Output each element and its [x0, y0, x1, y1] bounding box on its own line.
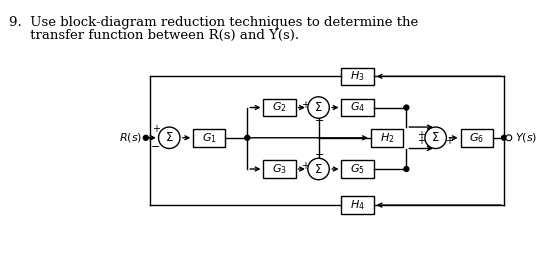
Text: $G_2$: $G_2$ — [272, 101, 287, 115]
Bar — [341, 160, 374, 178]
Circle shape — [245, 135, 250, 140]
Text: $\Sigma$: $\Sigma$ — [314, 163, 323, 175]
Bar — [193, 129, 225, 147]
Bar — [371, 129, 403, 147]
Text: $G_4$: $G_4$ — [350, 101, 365, 115]
Text: −: − — [151, 142, 160, 151]
Text: −: − — [315, 116, 324, 126]
Bar — [264, 99, 295, 116]
Circle shape — [404, 105, 409, 110]
Text: transfer function between R(s) and Y(s).: transfer function between R(s) and Y(s). — [9, 28, 299, 42]
Circle shape — [159, 127, 180, 149]
Circle shape — [506, 135, 512, 141]
Text: $\Sigma$: $\Sigma$ — [165, 131, 173, 144]
Text: $H_2$: $H_2$ — [380, 131, 394, 145]
Text: +: + — [152, 124, 160, 134]
Text: $G_3$: $G_3$ — [272, 162, 287, 176]
Text: $\Sigma$: $\Sigma$ — [314, 101, 323, 114]
Text: $\Sigma$: $\Sigma$ — [431, 131, 440, 144]
Text: +: + — [301, 161, 309, 171]
Bar — [341, 68, 374, 85]
Bar — [341, 196, 374, 214]
Text: +: + — [446, 136, 453, 146]
Bar — [461, 129, 493, 147]
Text: $G_1$: $G_1$ — [202, 131, 217, 145]
Circle shape — [308, 97, 329, 118]
Text: $Y(s)$: $Y(s)$ — [515, 131, 537, 144]
Text: 9.  Use block-diagram reduction techniques to determine the: 9. Use block-diagram reduction technique… — [9, 16, 418, 29]
Text: $G_6$: $G_6$ — [469, 131, 484, 145]
Circle shape — [308, 158, 329, 180]
Text: $H_4$: $H_4$ — [350, 198, 365, 212]
Text: $G_5$: $G_5$ — [350, 162, 365, 176]
Text: +: + — [417, 136, 425, 146]
Text: −: − — [315, 150, 324, 160]
Circle shape — [425, 127, 447, 149]
Bar — [264, 160, 295, 178]
Text: +: + — [417, 130, 425, 140]
Circle shape — [404, 167, 409, 172]
Circle shape — [502, 135, 507, 140]
Circle shape — [144, 135, 149, 140]
Text: +: + — [301, 100, 309, 110]
Bar — [341, 99, 374, 116]
Text: $R(s)$: $R(s)$ — [119, 131, 142, 144]
Text: $H_3$: $H_3$ — [350, 69, 365, 83]
